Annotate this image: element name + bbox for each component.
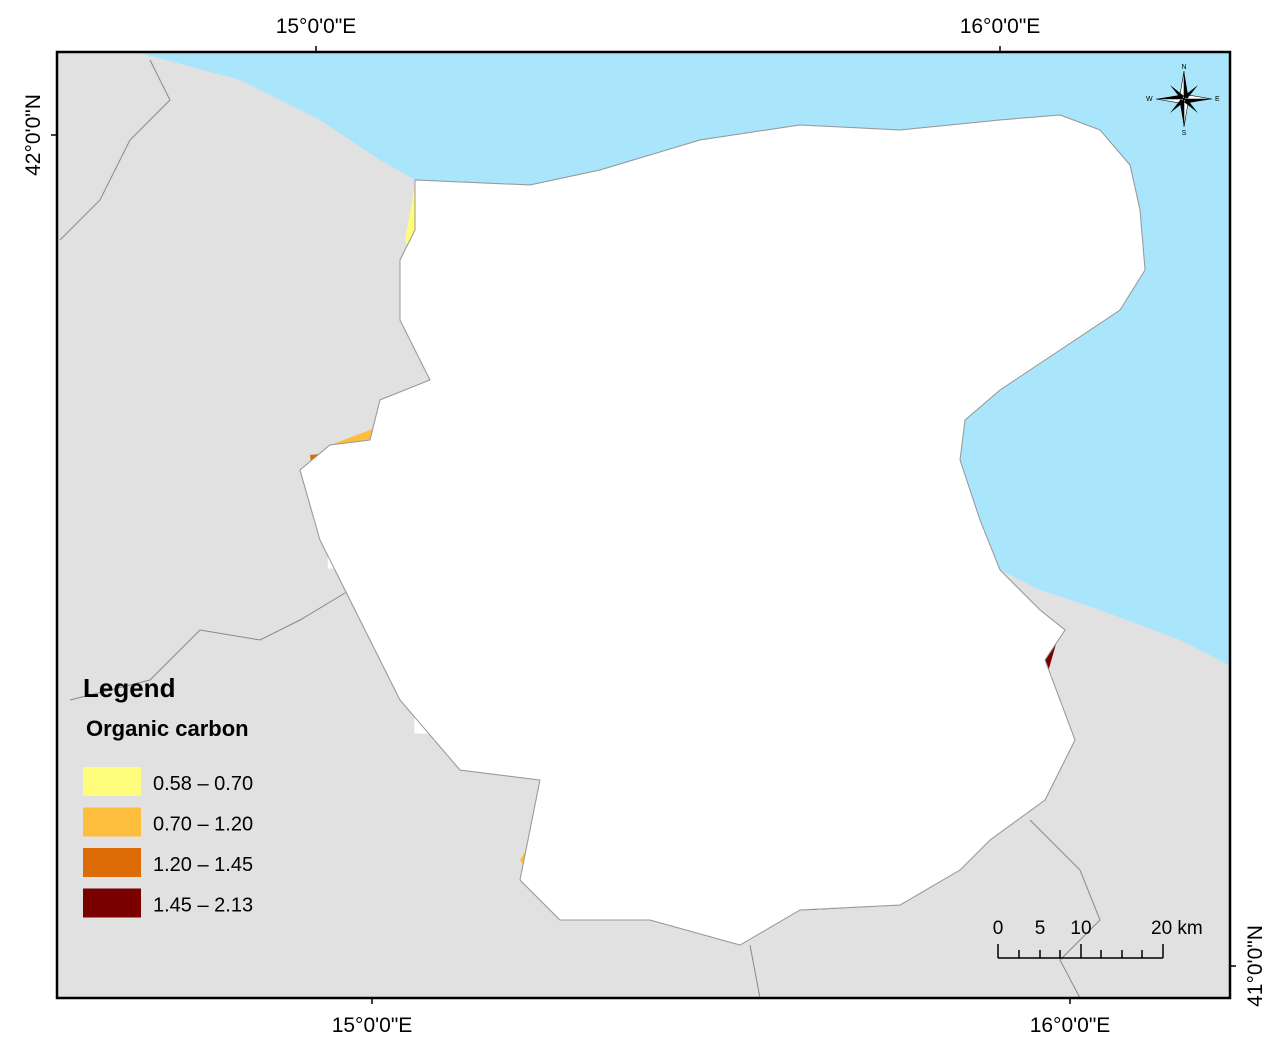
bottom-lon-label-2: 16°0'0"E <box>1030 1014 1111 1037</box>
legend-title: Legend <box>83 673 175 703</box>
legend-subtitle: Organic carbon <box>86 716 249 741</box>
legend: Legend Organic carbon 0.58 – 0.70 0.70 – … <box>83 673 253 918</box>
legend-label: 1.20 – 1.45 <box>153 854 253 876</box>
scale-bar <box>997 944 1164 959</box>
scale-label-20: 20 km <box>1151 918 1203 939</box>
legend-label: 0.58 – 0.70 <box>153 773 253 795</box>
compass-n: N <box>1181 64 1186 71</box>
admin-boundaries <box>59 59 1101 999</box>
compass-w: W <box>1146 96 1153 103</box>
bottom-lon-label-1: 15°0'0"E <box>332 1014 413 1037</box>
top-lon-label-2: 16°0'0"E <box>960 15 1041 38</box>
legend-swatch <box>83 888 141 918</box>
legend-label: 1.45 – 2.13 <box>153 895 253 917</box>
legend-label: 0.70 – 1.20 <box>153 814 253 836</box>
scale-label-0: 0 <box>993 918 1004 939</box>
sea <box>140 53 1229 665</box>
top-lon-label-1: 15°0'0"E <box>276 15 357 38</box>
north-arrow-compass-rose-icon: N S E W <box>1146 64 1220 137</box>
legend-swatch <box>83 807 141 837</box>
compass-e: E <box>1215 96 1220 103</box>
scale-label-5: 5 <box>1035 918 1046 939</box>
legend-swatch <box>83 767 141 796</box>
left-lat-label: 42°0'0"N <box>22 94 45 176</box>
compass-s: S <box>1182 130 1187 137</box>
graticule-ticks <box>51 46 1236 1004</box>
map-frame <box>55 50 1232 1000</box>
scale-label-10: 10 <box>1070 918 1091 939</box>
legend-swatch <box>83 848 141 877</box>
right-lat-label: 41°0'0"N <box>1244 925 1267 1007</box>
